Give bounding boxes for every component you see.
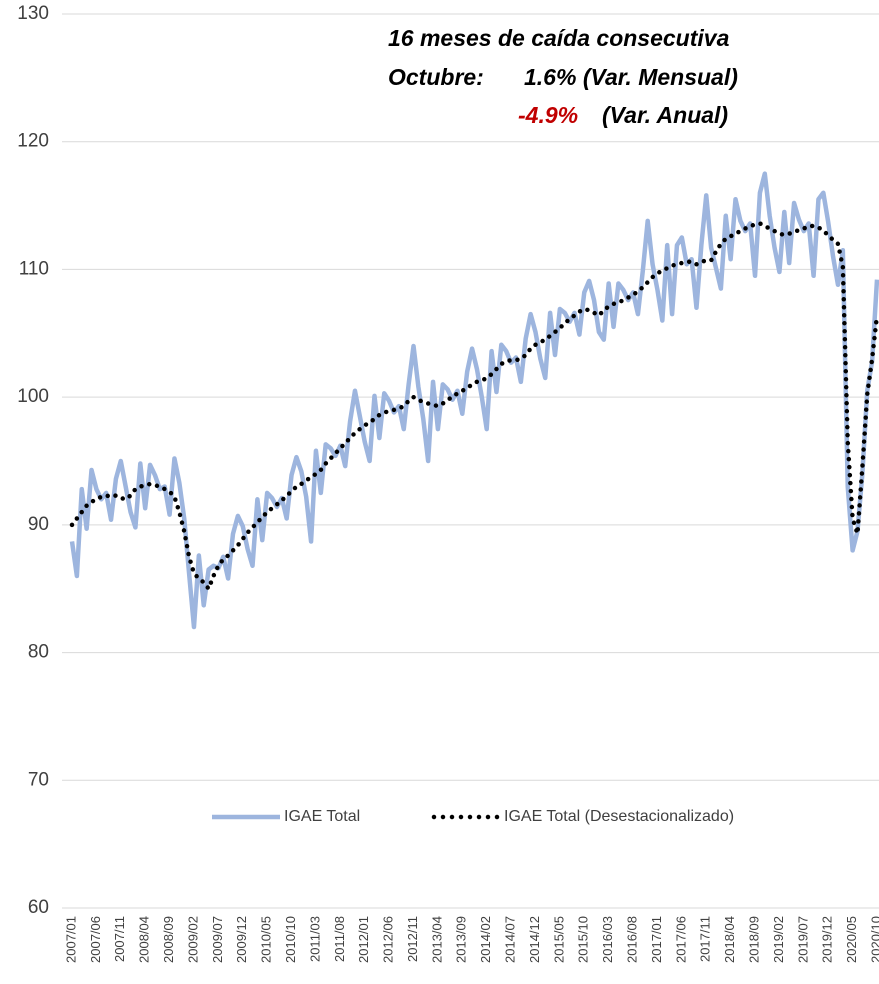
x-tick-label: 2019/07 (795, 916, 810, 963)
line-series (69, 171, 879, 630)
y-tick-label: 80 (28, 642, 49, 663)
x-tick-label: 2011/03 (307, 916, 322, 962)
x-tick-label: 2008/04 (137, 916, 152, 963)
x-tick-label: 2009/07 (210, 916, 225, 963)
x-tick-label: 2020/05 (844, 916, 859, 963)
x-tick-label: 2014/02 (478, 916, 493, 963)
x-tick-label: 2012/06 (381, 916, 396, 963)
y-tick-label: 60 (28, 897, 49, 918)
y-tick-label: 100 (17, 386, 49, 407)
y-tick-label: 70 (28, 769, 49, 790)
annotation: 1.6% (Var. Mensual) (524, 64, 738, 90)
x-tick-label: 2017/11 (698, 916, 713, 962)
x-tick-label: 2011/08 (332, 916, 347, 962)
annotation: (Var. Anual) (602, 102, 728, 128)
line-series (69, 221, 879, 594)
x-tick-label: 2018/09 (746, 916, 761, 963)
y-tick-label: 90 (28, 514, 49, 535)
x-tick-label: 2014/07 (503, 916, 518, 963)
annotation: -4.9% (518, 102, 578, 128)
x-tick-label: 2009/12 (234, 916, 249, 963)
x-tick-label: 2008/09 (161, 916, 176, 963)
x-tick-label: 2015/05 (551, 916, 566, 963)
x-tick-label: 2013/04 (429, 916, 444, 963)
y-tick-label: 130 (17, 3, 49, 24)
x-tick-label: 2016/08 (624, 916, 639, 963)
x-tick-label: 2007/11 (112, 916, 127, 962)
annotation: Octubre: (388, 64, 484, 90)
x-tick-label: 2017/01 (649, 916, 664, 963)
x-tick-label: 2009/02 (185, 916, 200, 963)
x-tick-label: 2017/06 (673, 916, 688, 963)
x-tick-label: 2012/11 (405, 916, 420, 962)
x-tick-label: 2018/04 (722, 916, 737, 963)
x-tick-label: 2015/10 (576, 916, 591, 963)
x-tick-label: 2010/10 (283, 916, 298, 963)
x-tick-label: 2020/10 (868, 916, 879, 963)
legend-label: IGAE Total (Desestacionalizado) (504, 808, 734, 825)
x-tick-label: 2010/05 (259, 916, 274, 963)
legend-label: IGAE Total (284, 808, 360, 825)
annotation: 16 meses de caída consecutiva (388, 25, 730, 51)
x-tick-label: 2012/01 (356, 916, 371, 963)
x-tick-label: 2007/01 (63, 916, 78, 963)
x-tick-label: 2014/12 (527, 916, 542, 963)
x-tick-label: 2016/03 (600, 916, 615, 963)
y-tick-label: 110 (19, 258, 49, 279)
y-tick-label: 120 (17, 131, 49, 152)
x-tick-label: 2019/12 (820, 916, 835, 963)
x-tick-label: 2013/09 (454, 916, 469, 963)
x-tick-label: 2019/02 (771, 916, 786, 963)
x-tick-label: 2007/06 (88, 916, 103, 963)
